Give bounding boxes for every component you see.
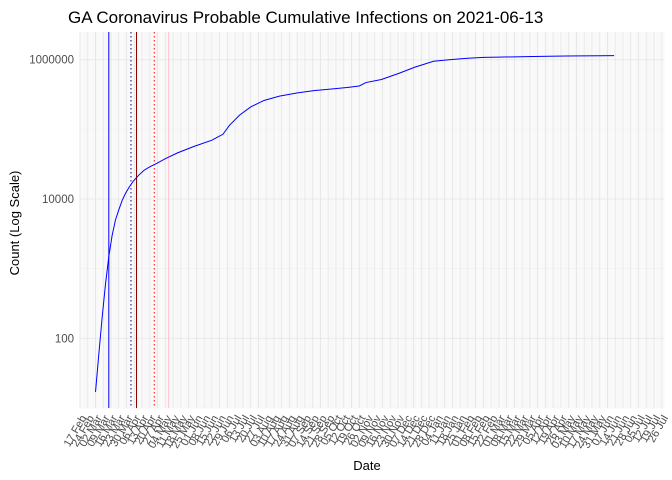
reference-lines — [108, 32, 170, 408]
x-axis-title: Date — [353, 458, 380, 473]
chart-title: GA Coronavirus Probable Cumulative Infec… — [68, 8, 543, 27]
y-axis-ticks: 100 10000 1000000 — [29, 55, 74, 346]
gridlines — [79, 32, 665, 409]
y-tick-label: 1000000 — [29, 55, 74, 67]
y-tick-label: 10000 — [42, 194, 74, 206]
series-group — [95, 55, 615, 392]
series-line — [95, 55, 615, 392]
y-tick-label: 100 — [55, 333, 74, 345]
y-axis-title: Count (Log Scale) — [7, 171, 22, 276]
